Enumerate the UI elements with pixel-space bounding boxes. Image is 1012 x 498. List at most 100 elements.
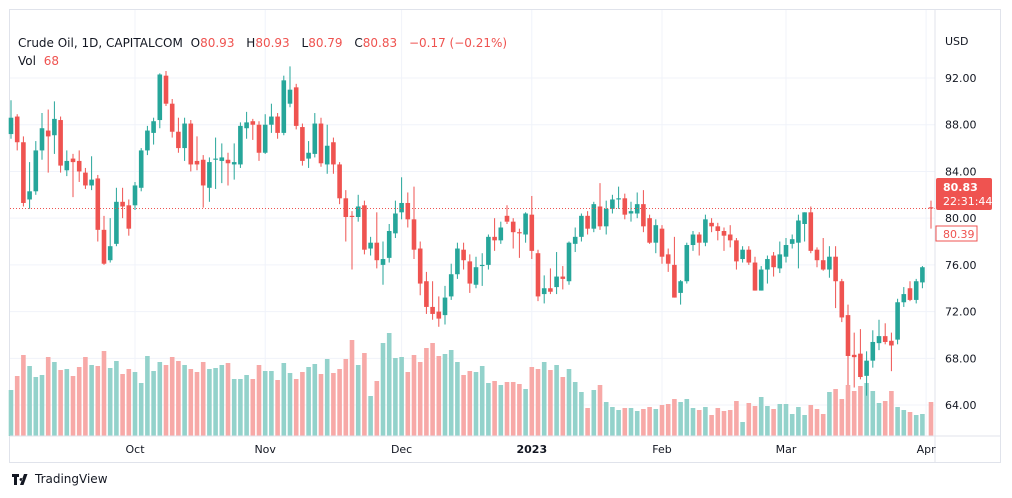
candle[interactable] <box>789 234 795 249</box>
candle[interactable] <box>597 183 603 230</box>
candle[interactable] <box>928 200 934 229</box>
candle[interactable] <box>709 218 714 233</box>
candle[interactable] <box>145 125 150 156</box>
candle[interactable] <box>107 218 113 263</box>
candle[interactable] <box>262 114 268 154</box>
candle[interactable] <box>157 73 163 129</box>
candle[interactable] <box>455 242 460 279</box>
candle[interactable] <box>250 118 256 140</box>
candle[interactable] <box>541 275 547 304</box>
candle[interactable] <box>616 186 621 209</box>
candle[interactable] <box>796 214 801 269</box>
candle[interactable] <box>70 153 76 198</box>
candle[interactable] <box>132 181 138 210</box>
candle[interactable] <box>659 225 665 264</box>
candle[interactable] <box>169 99 175 138</box>
candle[interactable] <box>510 218 516 249</box>
candle[interactable] <box>275 113 280 139</box>
candle[interactable] <box>27 162 32 209</box>
candle[interactable] <box>492 218 497 251</box>
candle[interactable] <box>535 249 541 302</box>
candle[interactable] <box>163 70 169 107</box>
candle[interactable] <box>324 124 330 174</box>
candle[interactable] <box>684 242 690 284</box>
candle[interactable] <box>374 212 380 269</box>
candle[interactable] <box>814 247 820 268</box>
candle[interactable] <box>64 150 70 177</box>
candle[interactable] <box>21 136 26 207</box>
candle[interactable] <box>380 241 386 285</box>
tradingview-footer[interactable]: TradingView <box>12 472 108 486</box>
candle[interactable] <box>138 148 144 192</box>
candle[interactable] <box>287 66 293 108</box>
candle[interactable] <box>566 241 572 285</box>
candle[interactable] <box>39 113 45 160</box>
candle[interactable] <box>58 116 63 173</box>
candle[interactable] <box>641 190 646 233</box>
candle[interactable] <box>820 238 826 271</box>
candle[interactable] <box>895 298 900 345</box>
candle[interactable] <box>306 141 311 168</box>
candle[interactable] <box>678 280 683 305</box>
price-axis[interactable]: 64.00 68.00 72.00 76.00 80.00 84.00 88.00 92.00 <box>945 72 977 412</box>
candle[interactable] <box>690 231 696 251</box>
candle[interactable] <box>182 117 187 161</box>
candle[interactable] <box>8 100 14 139</box>
candle[interactable] <box>238 122 243 168</box>
candle[interactable] <box>120 187 125 219</box>
candle[interactable] <box>858 329 863 380</box>
candle[interactable] <box>746 246 752 265</box>
candle[interactable] <box>467 254 473 293</box>
candle[interactable] <box>827 246 832 278</box>
candle[interactable] <box>696 232 702 256</box>
candle[interactable] <box>715 222 721 241</box>
candle[interactable] <box>151 117 156 145</box>
candle[interactable] <box>45 109 51 173</box>
candle[interactable] <box>89 156 94 191</box>
candle[interactable] <box>808 206 814 254</box>
candle[interactable] <box>194 136 200 171</box>
time-axis[interactable]: Oct Nov Dec 2023 Feb Mar Apr <box>125 443 936 456</box>
candle[interactable] <box>647 214 652 244</box>
candle[interactable] <box>176 117 181 153</box>
candle[interactable] <box>603 200 609 235</box>
candle[interactable] <box>362 200 367 255</box>
candle[interactable] <box>343 190 349 242</box>
candle[interactable] <box>213 137 218 189</box>
candle[interactable] <box>473 256 479 289</box>
candle[interactable] <box>752 256 758 291</box>
candle[interactable] <box>393 200 398 239</box>
candle[interactable] <box>591 201 597 233</box>
candle[interactable] <box>436 296 442 327</box>
candle[interactable] <box>200 155 206 208</box>
candle[interactable] <box>634 192 640 219</box>
candle[interactable] <box>653 219 659 254</box>
candle[interactable] <box>188 120 194 172</box>
candle[interactable] <box>845 304 851 386</box>
candle[interactable] <box>864 351 869 396</box>
candle[interactable] <box>740 246 745 263</box>
candle[interactable] <box>771 252 776 277</box>
candle[interactable] <box>331 137 336 174</box>
candle[interactable] <box>256 121 262 161</box>
candle[interactable] <box>405 192 411 228</box>
candle[interactable] <box>665 248 671 272</box>
candle[interactable] <box>517 228 522 258</box>
candle[interactable] <box>399 177 404 220</box>
candle[interactable] <box>851 332 857 388</box>
candle[interactable] <box>269 103 274 133</box>
candle[interactable] <box>448 263 454 300</box>
candle[interactable] <box>622 193 628 220</box>
candle[interactable] <box>300 123 305 166</box>
candle[interactable] <box>312 113 318 158</box>
candle[interactable] <box>14 114 20 151</box>
candle[interactable] <box>368 236 373 256</box>
candle[interactable] <box>318 117 324 167</box>
candle[interactable] <box>907 281 913 302</box>
candle[interactable] <box>424 271 429 314</box>
candle[interactable] <box>882 323 888 345</box>
candle[interactable] <box>839 278 845 323</box>
candle[interactable] <box>479 253 485 286</box>
candle[interactable] <box>727 225 733 248</box>
